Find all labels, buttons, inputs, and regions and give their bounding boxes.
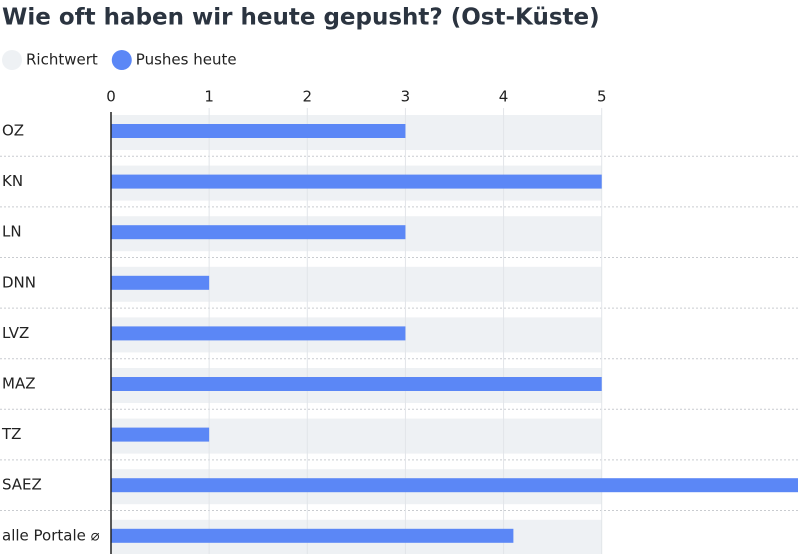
legend-marker: [111, 50, 132, 70]
bar: [111, 174, 602, 189]
chart-title: Wie oft haben wir heute gepusht? (Ost-Kü…: [2, 5, 600, 31]
legend-label: Pushes heute: [136, 51, 237, 69]
x-tick-label: 3: [401, 88, 411, 106]
y-tick-label: LVZ: [2, 324, 29, 342]
y-tick-label: TZ: [1, 425, 21, 443]
y-tick-label: DNN: [2, 273, 36, 291]
bar: [111, 275, 210, 290]
bar: [111, 225, 406, 240]
x-tick-label: 0: [106, 88, 116, 106]
y-tick-label: alle Portale ⌀: [2, 526, 100, 544]
x-tick-label: 1: [204, 88, 214, 106]
y-tick-label: SAEZ: [2, 476, 42, 494]
bar: [111, 478, 798, 493]
bar: [111, 427, 210, 442]
x-tick-label: 4: [499, 88, 509, 106]
x-tick-label: 2: [303, 88, 313, 106]
bar: [111, 326, 406, 341]
legend-label: Richtwert: [26, 51, 98, 69]
y-tick-label: OZ: [2, 122, 24, 140]
y-tick-label: LN: [2, 223, 22, 241]
bar: [111, 377, 602, 391]
x-tick-label: 5: [597, 88, 607, 106]
bar: [111, 124, 406, 138]
y-tick-label: MAZ: [2, 375, 35, 393]
y-tick-label: KN: [2, 172, 23, 190]
bar: [111, 528, 514, 543]
legend-marker: [2, 50, 22, 70]
